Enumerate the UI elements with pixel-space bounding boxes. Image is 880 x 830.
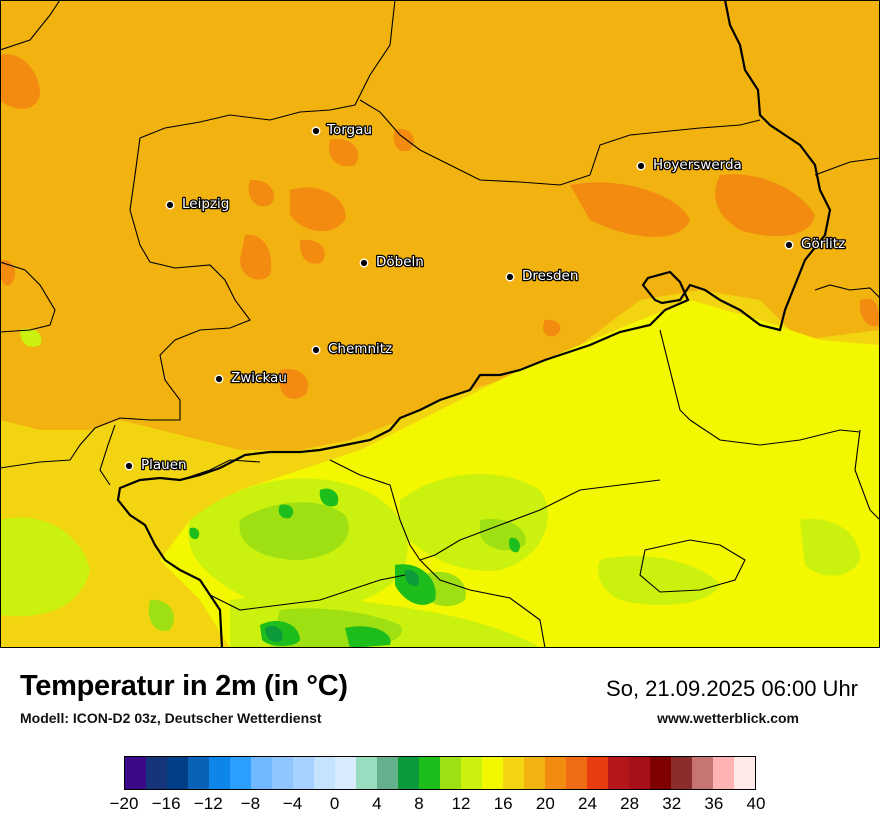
city-leipzig: Leipzig: [165, 195, 231, 213]
city-chemnitz: Chemnitz: [311, 340, 393, 358]
hot-patches: [0, 54, 880, 399]
city-label: Leipzig: [182, 196, 229, 212]
color-swatch: [440, 757, 461, 789]
scale-tick-label: −4: [282, 794, 303, 813]
color-scale-bar: [124, 756, 756, 790]
color-swatch: [356, 757, 377, 789]
scale-tick-label: 32: [662, 794, 682, 813]
color-scale-ticks: −20 −16 −12 −8 −4 0 4 8 12 16 20 24 28 32 36 40: [110, 794, 766, 814]
website-link[interactable]: www.wetterblick.com: [657, 710, 799, 726]
color-swatch: [692, 757, 713, 789]
city-zwickau: Zwickau: [214, 369, 288, 387]
city-markers: Torgau Hoyerswerda Leipzig Görlitz Döbel…: [124, 121, 846, 474]
city-doebeln: Döbeln: [359, 253, 425, 271]
color-swatch: [482, 757, 503, 789]
color-swatch: [650, 757, 671, 789]
color-swatch: [398, 757, 419, 789]
color-swatch: [629, 757, 650, 789]
warm-field: [0, 0, 880, 450]
scale-tick-label: −16: [151, 794, 181, 813]
map-title: Temperatur in 2m (in °C): [20, 670, 348, 702]
city-plauen: Plauen: [124, 456, 188, 474]
city-label: Torgau: [326, 122, 372, 138]
scale-tick-label: 4: [372, 794, 382, 813]
color-swatch: [608, 757, 629, 789]
city-label: Plauen: [141, 457, 187, 473]
color-swatch: [335, 757, 356, 789]
scale-tick-label: 16: [493, 794, 513, 813]
color-swatch: [419, 757, 440, 789]
city-label: Chemnitz: [328, 341, 392, 357]
dark-green-patches: [265, 569, 420, 642]
color-swatch: [188, 757, 209, 789]
city-label: Zwickau: [231, 370, 287, 386]
temperature-map: Torgau Hoyerswerda Leipzig Görlitz Döbel…: [0, 0, 880, 648]
color-swatch: [251, 757, 272, 789]
scale-tick-label: 8: [414, 794, 424, 813]
color-swatch: [146, 757, 167, 789]
color-swatch: [377, 757, 398, 789]
scale-tick-label: 20: [535, 794, 555, 813]
scale-tick-label: 24: [577, 794, 597, 813]
color-swatch: [230, 757, 251, 789]
scale-tick-label: 0: [329, 794, 340, 813]
scale-tick-label: 12: [451, 794, 471, 813]
scale-tick-label: 36: [704, 794, 724, 813]
city-goerlitz: Görlitz: [784, 235, 846, 253]
color-swatch: [734, 757, 755, 789]
model-source: Modell: ICON-D2 03z, Deutscher Wetterdie…: [20, 710, 322, 726]
color-swatch: [671, 757, 692, 789]
scale-tick-label: 40: [746, 794, 766, 813]
color-swatch: [125, 757, 146, 789]
color-swatch: [461, 757, 482, 789]
color-swatch: [209, 757, 230, 789]
color-swatch: [293, 757, 314, 789]
legend-footer: Temperatur in 2m (in °C) Modell: ICON-D2…: [0, 648, 880, 830]
color-swatch: [524, 757, 545, 789]
color-swatch: [566, 757, 587, 789]
scale-tick-label: −20: [109, 794, 139, 813]
forecast-datetime: So, 21.09.2025 06:00 Uhr: [606, 676, 858, 701]
scale-tick-label: −12: [193, 794, 223, 813]
city-hoyerswerda: Hoyerswerda: [636, 156, 743, 174]
color-swatch: [503, 757, 524, 789]
color-swatch: [314, 757, 335, 789]
color-swatch: [167, 757, 188, 789]
city-torgau: Torgau: [311, 121, 373, 139]
scale-tick-label: −8: [240, 794, 261, 813]
border-lines: [0, 0, 880, 648]
color-swatch: [545, 757, 566, 789]
city-dresden: Dresden: [505, 267, 580, 285]
city-label: Görlitz: [801, 236, 845, 252]
color-swatch: [587, 757, 608, 789]
city-label: Hoyerswerda: [653, 157, 742, 173]
color-swatch: [713, 757, 734, 789]
scale-tick-label: 28: [620, 794, 640, 813]
city-label: Dresden: [522, 268, 578, 284]
color-swatch: [272, 757, 293, 789]
city-label: Döbeln: [376, 254, 424, 270]
state-border-saxony: [116, 0, 832, 648]
